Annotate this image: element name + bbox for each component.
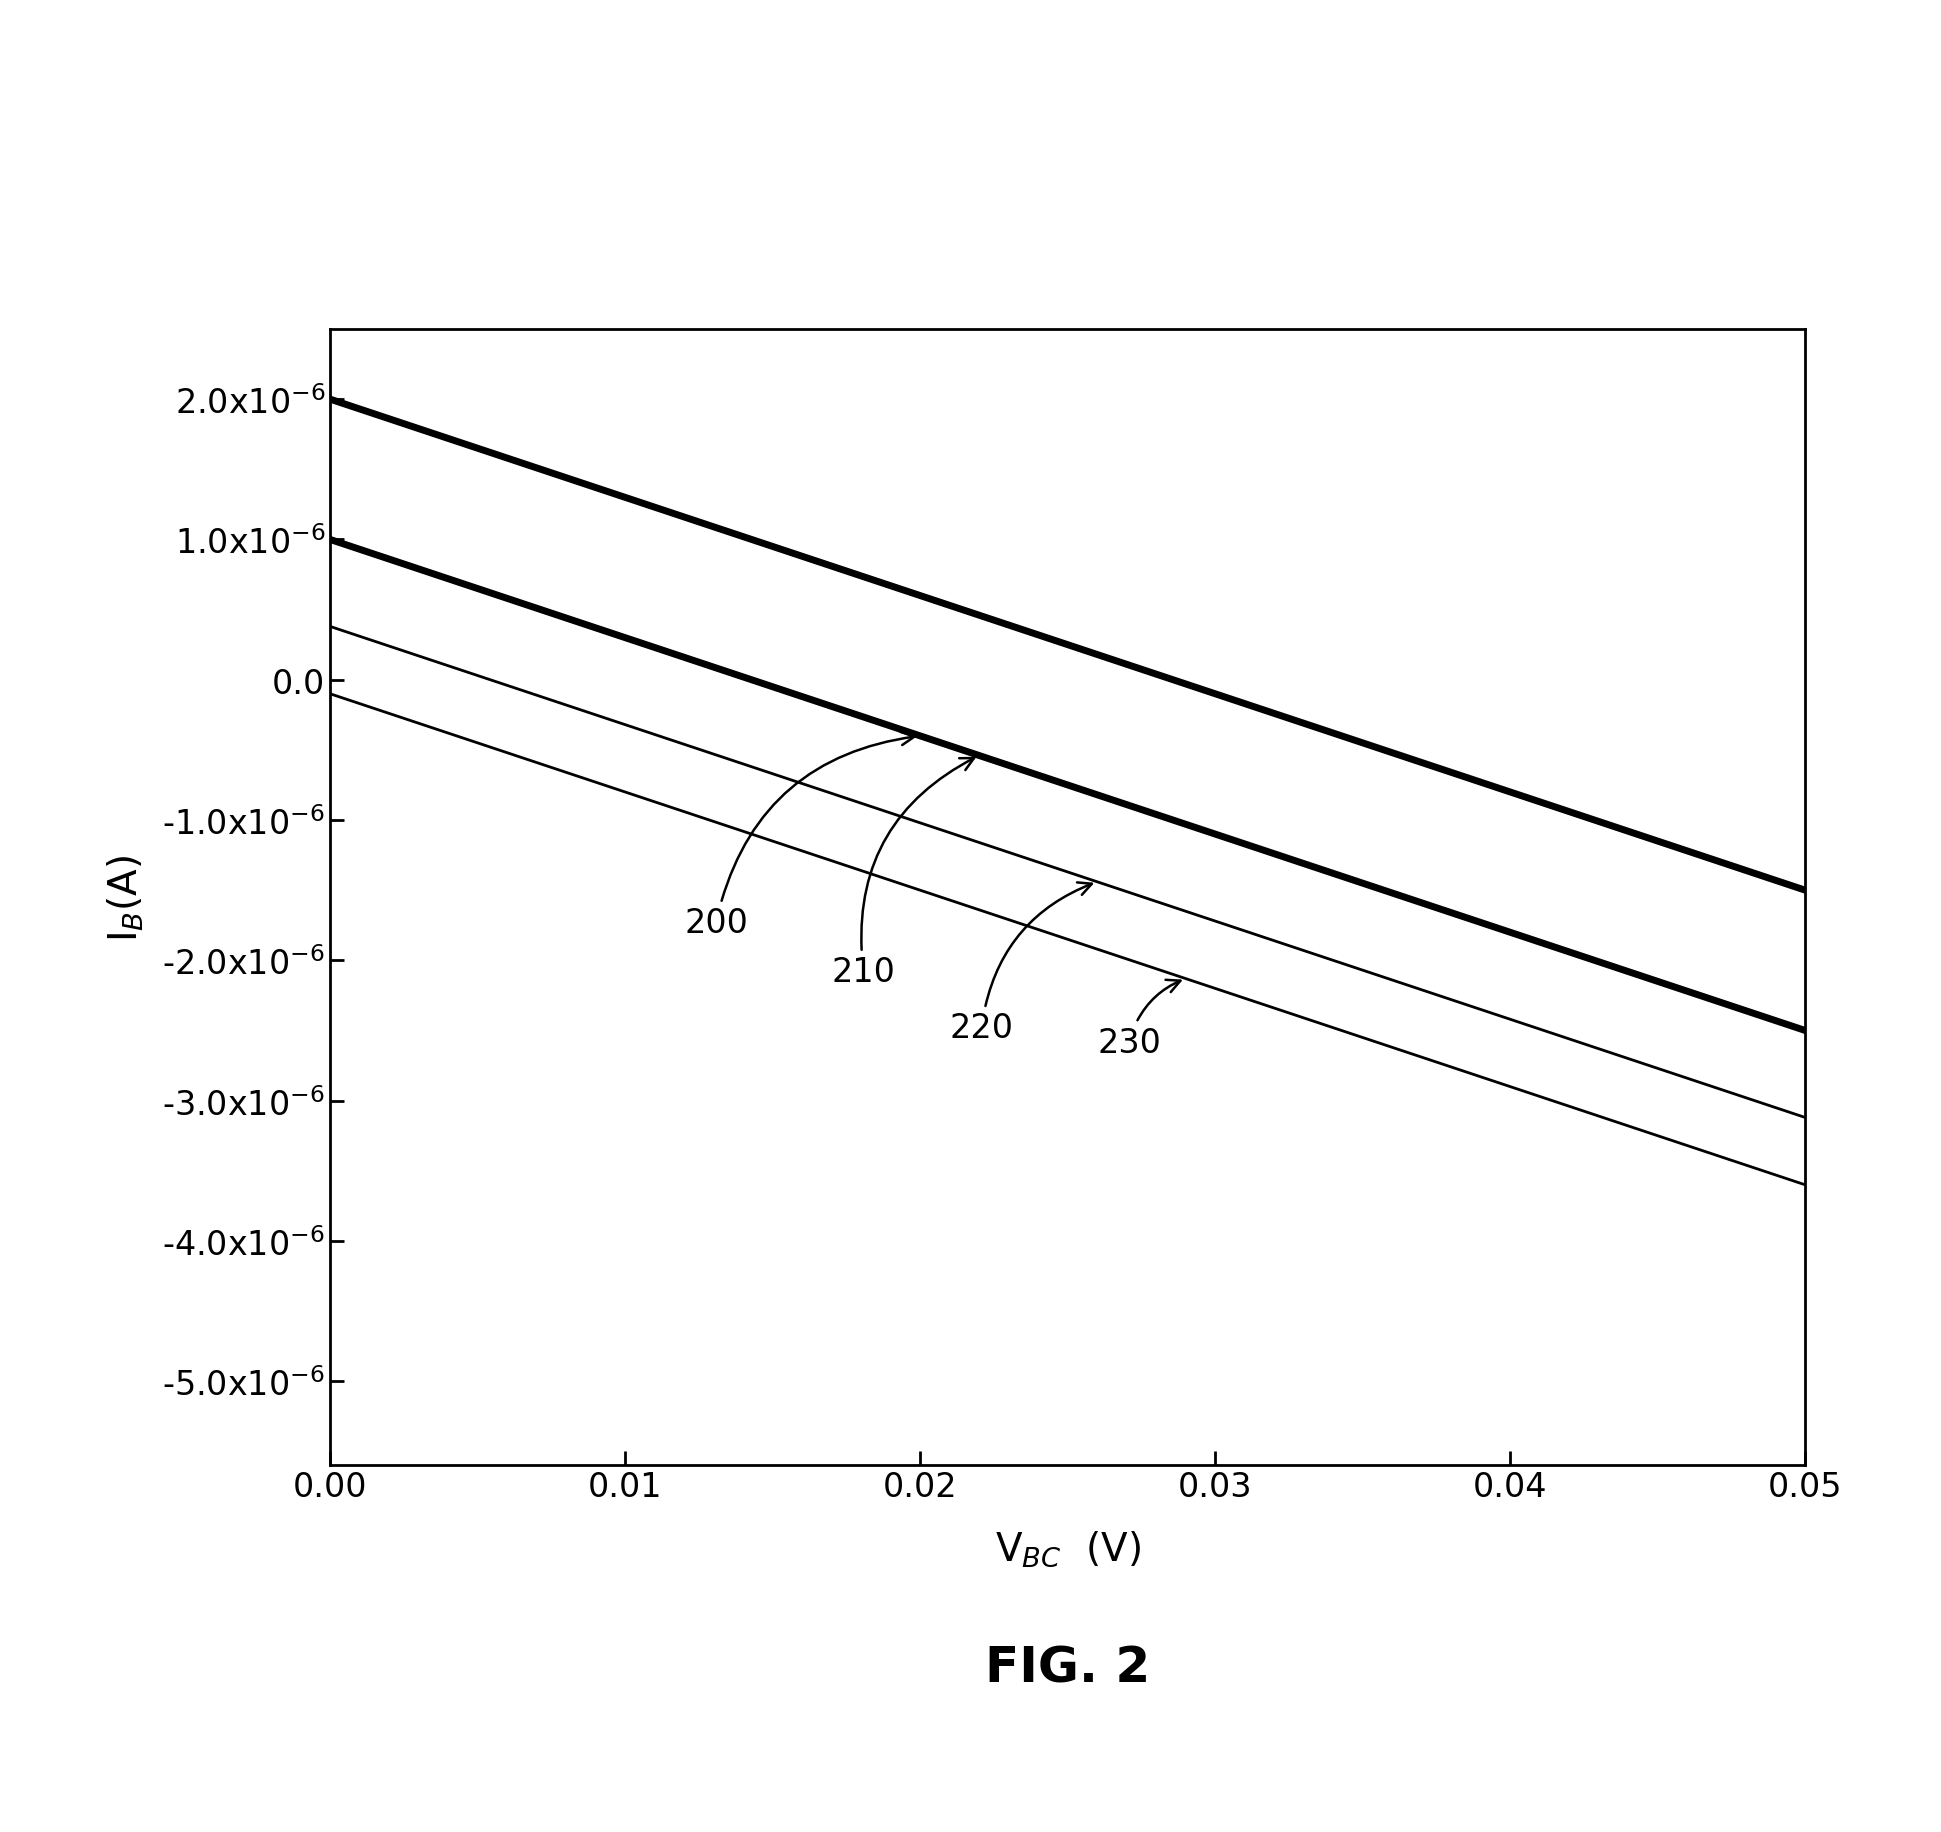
Text: 230: 230 <box>1097 980 1180 1059</box>
Text: 210: 210 <box>831 758 974 989</box>
X-axis label: V$_{BC}$  (V): V$_{BC}$ (V) <box>994 1528 1141 1568</box>
Text: 200: 200 <box>683 733 914 940</box>
Text: FIG. 2: FIG. 2 <box>984 1643 1151 1691</box>
Y-axis label: I$_B$(A): I$_B$(A) <box>105 854 146 942</box>
Text: 220: 220 <box>949 883 1093 1044</box>
